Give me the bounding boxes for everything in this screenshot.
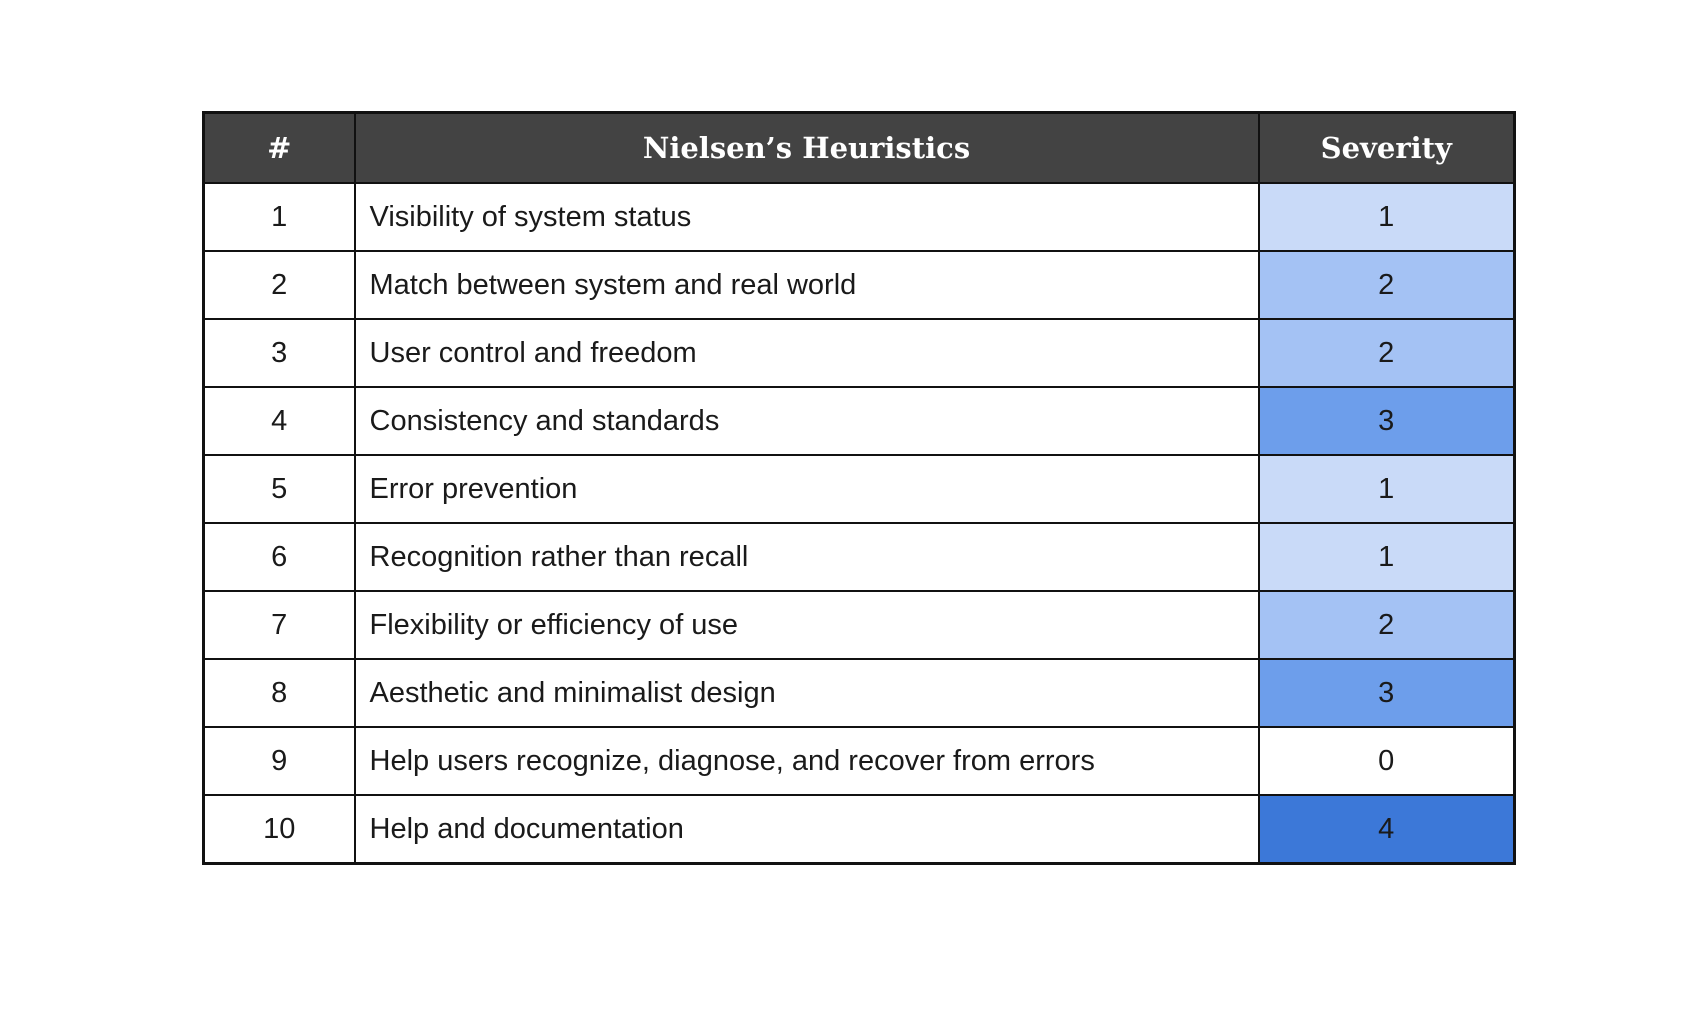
row-number: 5 [202, 454, 356, 524]
row-severity: 3 [1257, 386, 1516, 456]
heuristics-table: # Nielsen’s Heuristics Severity 1 Visibi… [202, 111, 1516, 865]
table-row: 4 Consistency and standards 3 [202, 386, 1516, 456]
table-header: # Nielsen’s Heuristics Severity [202, 111, 1516, 184]
row-heuristic: User control and freedom [353, 318, 1260, 388]
table-row: 8 Aesthetic and minimalist design 3 [202, 658, 1516, 728]
row-number: 4 [202, 386, 356, 456]
row-number: 7 [202, 590, 356, 660]
row-severity: 2 [1257, 318, 1516, 388]
row-heuristic: Flexibility or efficiency of use [353, 590, 1260, 660]
row-severity: 1 [1257, 182, 1516, 252]
row-number: 3 [202, 318, 356, 388]
table-row: 9 Help users recognize, diagnose, and re… [202, 726, 1516, 796]
table-row: 5 Error prevention 1 [202, 454, 1516, 524]
row-heuristic: Visibility of system status [353, 182, 1260, 252]
row-heuristic: Match between system and real world [353, 250, 1260, 320]
row-heuristic: Consistency and standards [353, 386, 1260, 456]
header-severity: Severity [1257, 111, 1516, 184]
row-number: 2 [202, 250, 356, 320]
table-body: 1 Visibility of system status 1 2 Match … [202, 182, 1516, 865]
header-row: # Nielsen’s Heuristics Severity [202, 111, 1516, 184]
header-number: # [202, 111, 356, 184]
row-number: 9 [202, 726, 356, 796]
table-row: 6 Recognition rather than recall 1 [202, 522, 1516, 592]
row-severity: 2 [1257, 590, 1516, 660]
row-heuristic: Aesthetic and minimalist design [353, 658, 1260, 728]
row-severity: 2 [1257, 250, 1516, 320]
row-number: 6 [202, 522, 356, 592]
header-heuristic: Nielsen’s Heuristics [353, 111, 1260, 184]
row-number: 10 [202, 794, 356, 865]
row-number: 1 [202, 182, 356, 252]
row-severity: 1 [1257, 522, 1516, 592]
row-heuristic: Recognition rather than recall [353, 522, 1260, 592]
row-heuristic: Help users recognize, diagnose, and reco… [353, 726, 1260, 796]
row-number: 8 [202, 658, 356, 728]
row-severity: 4 [1257, 794, 1516, 865]
row-severity: 3 [1257, 658, 1516, 728]
row-severity: 0 [1257, 726, 1516, 796]
table-row: 10 Help and documentation 4 [202, 794, 1516, 865]
row-heuristic: Help and documentation [353, 794, 1260, 865]
table-row: 3 User control and freedom 2 [202, 318, 1516, 388]
row-heuristic: Error prevention [353, 454, 1260, 524]
row-severity: 1 [1257, 454, 1516, 524]
table-row: 1 Visibility of system status 1 [202, 182, 1516, 252]
table-row: 2 Match between system and real world 2 [202, 250, 1516, 320]
table-row: 7 Flexibility or efficiency of use 2 [202, 590, 1516, 660]
